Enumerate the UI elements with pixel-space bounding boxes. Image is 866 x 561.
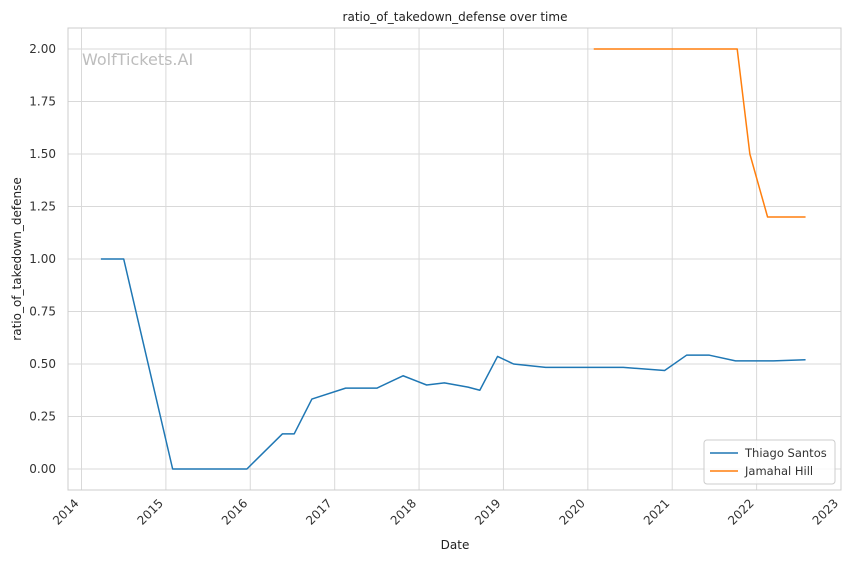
y-tick-label-0.75: 0.75 xyxy=(29,305,56,319)
x-axis-title: Date xyxy=(441,538,470,552)
y-tick-label-0.00: 0.00 xyxy=(29,462,56,476)
x-tick-label-2020: 2020 xyxy=(556,496,587,527)
x-tick-label-2022: 2022 xyxy=(725,496,756,527)
legend-label-jamahal-hill: Jamahal Hill xyxy=(744,464,813,478)
x-tick-label-2023: 2023 xyxy=(810,496,841,527)
x-tick-labels: 2014 2015 2016 2017 2018 2019 2020 2021 2022 2023 xyxy=(50,496,841,527)
legend-label-thiago-santos: Thiago Santos xyxy=(744,446,827,460)
y-tick-label-0.25: 0.25 xyxy=(29,410,56,424)
series-line-thiago-santos xyxy=(100,258,806,470)
y-tick-label-2.00: 2.00 xyxy=(29,42,56,56)
x-tick-label-2016: 2016 xyxy=(219,496,250,527)
x-tick-label-2019: 2019 xyxy=(472,496,503,527)
x-tick-label-2021: 2021 xyxy=(641,496,672,527)
y-tick-labels: 0.00 0.25 0.50 0.75 1.00 1.25 1.50 1.75 2.00 xyxy=(29,42,56,476)
y-tick-label-1.50: 1.50 xyxy=(29,147,56,161)
y-tick-label-0.50: 0.50 xyxy=(29,357,56,371)
y-tick-label-1.00: 1.00 xyxy=(29,252,56,266)
legend: Thiago Santos Jamahal Hill xyxy=(703,439,836,485)
x-tick-label-2014: 2014 xyxy=(50,496,81,527)
x-tick-label-2017: 2017 xyxy=(303,496,334,527)
watermark: WolfTickets.AI xyxy=(82,50,193,69)
chart-title: ratio_of_takedown_defense over time xyxy=(343,10,568,24)
series-line-jamahal-hill xyxy=(593,48,806,218)
x-tick-label-2018: 2018 xyxy=(388,496,419,527)
y-tick-label-1.25: 1.25 xyxy=(29,200,56,214)
plot-frame xyxy=(67,27,842,491)
x-tick-label-2015: 2015 xyxy=(135,496,166,527)
y-tick-label-1.75: 1.75 xyxy=(29,95,56,109)
y-axis-title: ratio_of_takedown_defense xyxy=(10,177,24,340)
series-lines xyxy=(100,48,806,470)
legend-box xyxy=(703,439,836,485)
